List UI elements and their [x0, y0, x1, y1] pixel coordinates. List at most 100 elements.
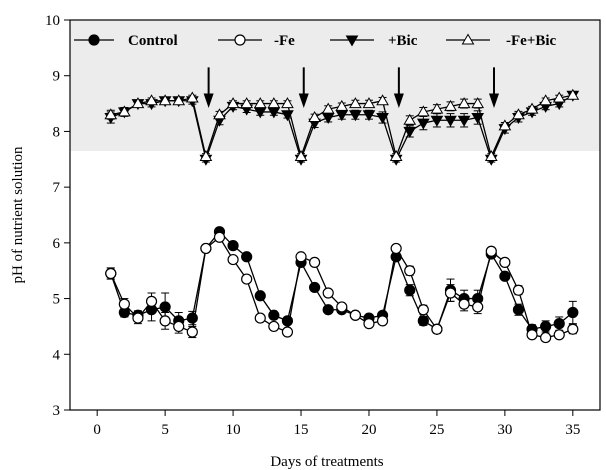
data-point [281, 315, 294, 327]
data-point [525, 102, 539, 114]
data-point [417, 304, 429, 316]
data-point [431, 323, 443, 335]
legend-label: +Bic [388, 33, 418, 49]
data-point [416, 118, 430, 130]
x-axis-title: Days of treatments [270, 454, 383, 470]
data-point [213, 108, 226, 120]
x-tick-label: 35 [565, 422, 580, 438]
data-point [268, 309, 280, 321]
data-point [322, 304, 334, 316]
arrow-head [393, 93, 404, 109]
y-tick-label: 8 [53, 124, 61, 140]
data-point [472, 301, 484, 313]
arrow-head [489, 93, 499, 109]
data-point [457, 115, 471, 127]
data-point [362, 110, 376, 122]
data-point [363, 318, 375, 330]
data-point [159, 315, 171, 327]
y-tick-label: 10 [45, 13, 60, 29]
series-3 [104, 88, 580, 161]
data-point [104, 108, 118, 120]
x-tick-label: 10 [226, 422, 241, 438]
data-point [240, 97, 254, 109]
data-point [349, 309, 361, 321]
data-point [376, 315, 389, 327]
data-point [540, 331, 552, 344]
data-point [321, 102, 335, 114]
data-point [241, 273, 253, 285]
data-point [403, 113, 417, 125]
y-tick-label: 3 [53, 403, 61, 419]
data-point [540, 320, 552, 333]
series-0 [105, 226, 579, 335]
data-point [345, 35, 359, 47]
down-arrow [393, 67, 404, 109]
data-point [335, 99, 349, 111]
data-point [417, 315, 429, 327]
data-point [226, 97, 240, 109]
data-point [566, 88, 580, 100]
data-point [430, 102, 444, 114]
data-point [227, 240, 239, 252]
data-point [281, 326, 294, 338]
y-tick-label: 6 [53, 236, 61, 252]
data-point [416, 105, 430, 117]
x-tick-label: 20 [361, 422, 376, 438]
data-point [185, 91, 199, 103]
data-point [471, 97, 485, 109]
data-point [403, 126, 417, 138]
y-tick-label: 7 [53, 180, 61, 196]
y-axis-title: pH of nutrient solution [10, 146, 26, 284]
data-point [295, 251, 307, 263]
data-point [336, 301, 348, 313]
data-point [567, 306, 579, 319]
data-point [117, 105, 131, 117]
arrow-head [298, 93, 309, 109]
data-point [105, 267, 117, 280]
data-point [349, 110, 362, 122]
data-point [118, 298, 130, 310]
data-point [444, 287, 457, 299]
data-point [254, 290, 266, 302]
data-point [254, 312, 266, 324]
data-point [444, 115, 457, 127]
x-tick-label: 0 [93, 422, 101, 438]
data-point [389, 150, 403, 161]
data-point [145, 94, 158, 106]
data-point [390, 242, 402, 255]
data-point [322, 287, 334, 299]
legend-item: -Fe+Bic [446, 33, 557, 49]
data-point [186, 326, 198, 338]
shaded-band [70, 20, 600, 151]
data-point [158, 94, 172, 106]
data-point [552, 91, 566, 103]
data-point [159, 301, 171, 313]
legend-label: Control [128, 33, 178, 49]
data-point [498, 119, 512, 131]
data-point [268, 320, 280, 333]
data-point [553, 318, 565, 330]
x-tick-label: 25 [429, 422, 444, 438]
data-point [444, 99, 457, 111]
data-point [309, 281, 321, 294]
data-point [172, 94, 186, 106]
data-point [234, 34, 246, 46]
data-point [173, 320, 185, 333]
data-point [281, 97, 294, 109]
legend-label: -Fe+Bic [506, 33, 557, 49]
data-point [294, 150, 308, 161]
data-point [309, 256, 321, 268]
data-point [553, 329, 565, 341]
data-point [88, 34, 100, 46]
down-arrow [489, 67, 499, 109]
legend-label: -Fe [274, 33, 295, 49]
data-point [499, 256, 511, 268]
data-point [132, 312, 144, 324]
data-point [484, 150, 498, 161]
data-point [199, 150, 213, 161]
data-point [213, 231, 226, 243]
data-point [267, 97, 281, 109]
legend: Control -Fe +Bic -Fe+Bic [74, 33, 557, 49]
data-point [512, 284, 525, 296]
